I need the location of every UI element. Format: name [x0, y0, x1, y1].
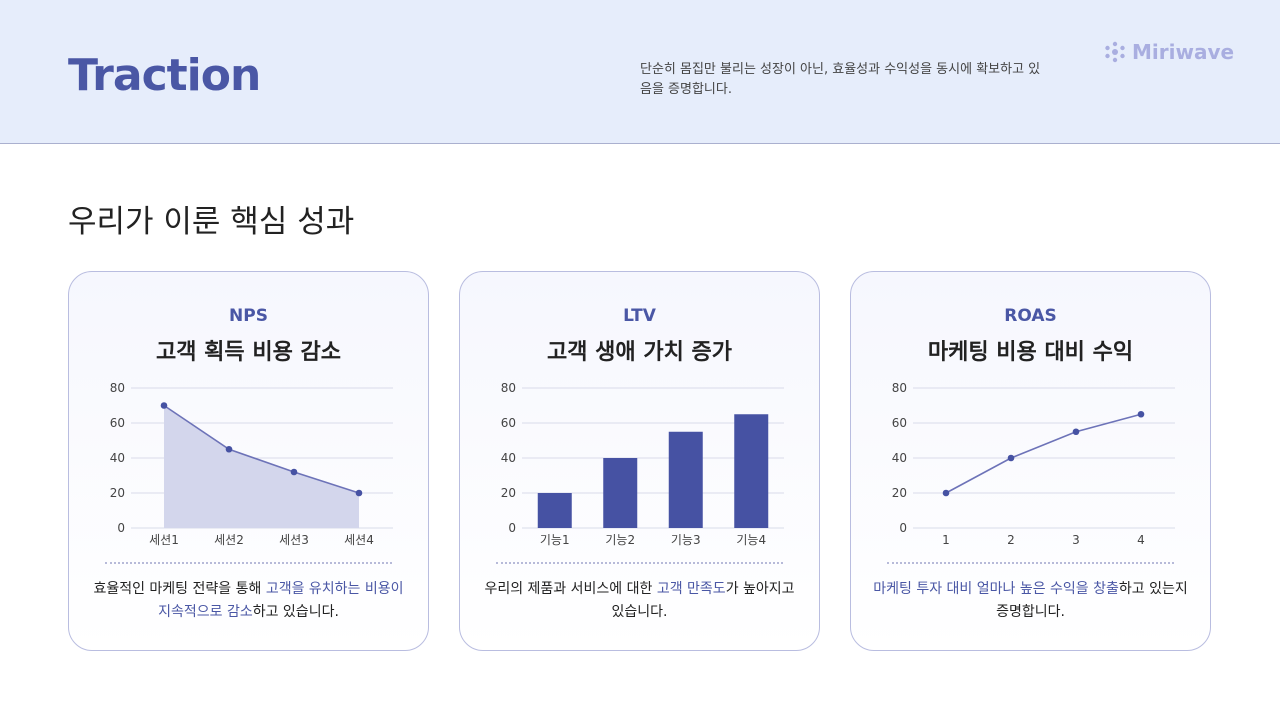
x-tick-label: 세션4 — [344, 533, 374, 547]
y-tick-label: 0 — [508, 521, 516, 535]
series-line — [945, 413, 1142, 494]
card-heading: 고객 생애 가치 증가 — [547, 340, 732, 365]
y-tick-label: 0 — [117, 521, 125, 535]
card-heading: 마케팅 비용 대비 수익 — [927, 340, 1134, 365]
divider — [887, 562, 1174, 564]
y-tick-label: 60 — [110, 416, 125, 430]
desc-text: 우리의 제품과 서비스에 대한 — [484, 581, 657, 597]
card-heading: 고객 획득 비용 감소 — [156, 340, 341, 365]
desc-text: 가 높아지고 있습니다. — [611, 581, 795, 620]
bar — [603, 458, 638, 528]
brand-logo-text: Miriwave — [1132, 40, 1235, 64]
y-tick-label: 40 — [892, 451, 907, 465]
x-tick-label: 기능3 — [671, 533, 701, 547]
desc-text: 하고 있는지 증명합니다. — [996, 581, 1188, 620]
data-point — [290, 468, 298, 476]
section-title: 우리가 이룬 핵심 성과 — [68, 204, 355, 240]
y-tick-label: 40 — [501, 451, 516, 465]
x-tick-label: 세션1 — [149, 533, 179, 547]
divider — [105, 562, 392, 564]
y-tick-label: 80 — [892, 381, 907, 395]
card-description: 우리의 제품과 서비스에 대한 고객 만족도가 높아지고 있습니다. — [480, 578, 799, 624]
metric-card-roas: ROAS 마케팅 비용 대비 수익 0 20 40 60 80 1 2 3 4 마케팅 투자 대… — [850, 271, 1211, 651]
series-line — [163, 404, 360, 494]
ltv-bar-chart: 0 20 40 60 80 기능1 기능2 기능3 기능4 — [501, 381, 784, 547]
desc-text: 효율적인 마케팅 전략을 통해 — [93, 581, 266, 597]
desc-highlight: 마케팅 투자 대비 얼마나 높은 수익을 창출 — [873, 581, 1119, 597]
y-tick-label: 20 — [892, 486, 907, 500]
x-tick-label: 4 — [1137, 533, 1145, 547]
y-tick-label: 20 — [110, 486, 125, 500]
nps-area-chart: 0 20 40 60 80 세션1 세션2 세션3 세션4 — [110, 381, 393, 547]
x-tick-label: 세션3 — [279, 533, 309, 547]
data-point — [942, 489, 950, 497]
metric-card-ltv: LTV 고객 생애 가치 증가 0 20 40 60 80 기능1 기능2 기능3 기능4 우리… — [459, 271, 820, 651]
data-point — [1007, 454, 1015, 462]
data-point — [160, 402, 168, 409]
x-tick-label: 기능1 — [540, 533, 570, 547]
card-description: 효율적인 마케팅 전략을 통해 고객을 유치하는 비용이 지속적으로 감소하고 … — [89, 578, 408, 624]
data-point — [1137, 410, 1145, 418]
x-tick-label: 기능2 — [605, 533, 635, 547]
data-point — [355, 489, 363, 497]
card-tag: LTV — [623, 306, 656, 326]
page-title: Traction — [68, 50, 261, 101]
card-description: 마케팅 투자 대비 얼마나 높은 수익을 창출하고 있는지 증명합니다. — [871, 578, 1190, 624]
header-banner: Traction 단순히 몸집만 불리는 성장이 아닌, 효율성과 수익성을 동… — [0, 0, 1280, 144]
y-tick-label: 80 — [110, 381, 125, 395]
y-tick-label: 60 — [892, 416, 907, 430]
page-subtitle: 단순히 몸집만 불리는 성장이 아닌, 효율성과 수익성을 동시에 확보하고 있… — [640, 62, 1041, 97]
y-tick-label: 20 — [501, 486, 516, 500]
brand-logo: Miriwave — [1104, 40, 1234, 64]
y-tick-label: 0 — [899, 521, 907, 535]
y-tick-label: 40 — [110, 451, 125, 465]
card-tag: ROAS — [1004, 306, 1057, 326]
roas-line-chart: 0 20 40 60 80 1 2 3 4 — [892, 381, 1175, 547]
area-fill — [164, 405, 359, 528]
bar — [734, 414, 769, 528]
y-tick-label: 60 — [501, 416, 516, 430]
x-tick-label: 기능4 — [736, 533, 766, 547]
metric-card-nps: NPS 고객 획득 비용 감소 0 20 40 60 80 세션1 세션2 세션3 세션4 효율… — [68, 271, 429, 651]
bar — [537, 493, 572, 528]
desc-highlight: 고객을 유치하는 비용이 지속적으로 감소 — [158, 581, 404, 620]
bar — [668, 431, 703, 528]
desc-highlight: 고객 만족도 — [656, 581, 726, 597]
data-point — [225, 445, 233, 453]
divider — [496, 562, 783, 564]
card-tag: NPS — [229, 306, 268, 326]
data-point — [1072, 428, 1080, 436]
x-tick-label: 세션2 — [214, 533, 244, 547]
y-tick-label: 80 — [501, 381, 516, 395]
desc-text: 하고 있습니다. — [252, 604, 339, 620]
x-tick-label: 1 — [942, 533, 950, 547]
x-tick-label: 3 — [1072, 533, 1080, 547]
sparkle-cluster-icon — [1105, 41, 1125, 63]
x-tick-label: 2 — [1007, 533, 1015, 547]
